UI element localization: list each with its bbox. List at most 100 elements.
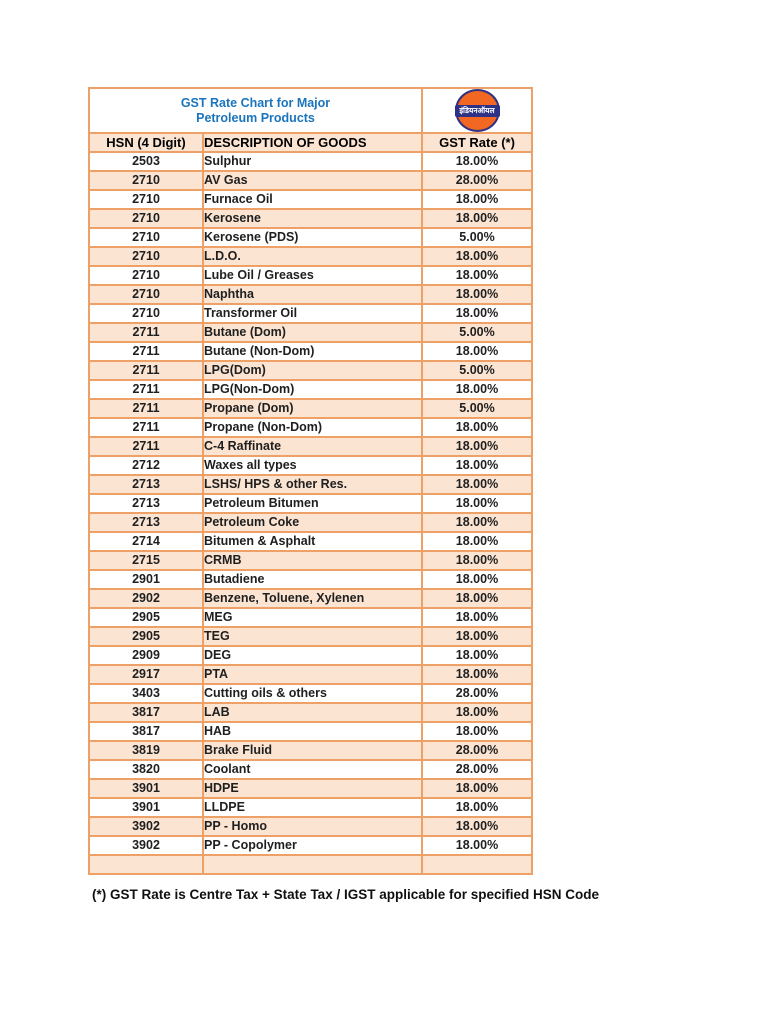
hsn-cell: 2901 bbox=[90, 571, 204, 590]
table-row: 2710 Transformer Oil 18.00% bbox=[90, 305, 533, 324]
hsn-cell: 2710 bbox=[90, 172, 204, 191]
description-cell: Propane (Non-Dom) bbox=[204, 419, 423, 438]
gst-rate-cell: 28.00% bbox=[423, 685, 533, 704]
description-cell: LAB bbox=[204, 704, 423, 723]
gst-rate-cell: 18.00% bbox=[423, 647, 533, 666]
hsn-cell: 2711 bbox=[90, 381, 204, 400]
gst-rate-cell: 18.00% bbox=[423, 457, 533, 476]
table-row: 2909 DEG 18.00% bbox=[90, 647, 533, 666]
description-cell: LPG(Dom) bbox=[204, 362, 423, 381]
hsn-cell: 3819 bbox=[90, 742, 204, 761]
gst-rate-cell: 5.00% bbox=[423, 362, 533, 381]
hsn-cell: 2711 bbox=[90, 400, 204, 419]
gst-rate-cell: 18.00% bbox=[423, 780, 533, 799]
hsn-cell bbox=[90, 856, 204, 875]
logo-wrap: इंडियनऑयल bbox=[423, 89, 531, 132]
description-cell: LSHS/ HPS & other Res. bbox=[204, 476, 423, 495]
gst-rate-cell: 18.00% bbox=[423, 552, 533, 571]
description-cell: TEG bbox=[204, 628, 423, 647]
gst-rate-cell: 18.00% bbox=[423, 818, 533, 837]
hsn-cell: 2710 bbox=[90, 248, 204, 267]
description-cell: Brake Fluid bbox=[204, 742, 423, 761]
table-row: 3901 HDPE 18.00% bbox=[90, 780, 533, 799]
table-row: 2710 Naphtha 18.00% bbox=[90, 286, 533, 305]
blank-row bbox=[90, 856, 533, 875]
table-row: 2711 LPG(Non-Dom) 18.00% bbox=[90, 381, 533, 400]
description-cell: CRMB bbox=[204, 552, 423, 571]
gst-rate-cell: 18.00% bbox=[423, 438, 533, 457]
description-cell: Petroleum Bitumen bbox=[204, 495, 423, 514]
description-cell: Petroleum Coke bbox=[204, 514, 423, 533]
hsn-cell: 2713 bbox=[90, 514, 204, 533]
description-cell: Transformer Oil bbox=[204, 305, 423, 324]
hsn-cell: 2711 bbox=[90, 419, 204, 438]
table-row: 3902 PP - Homo 18.00% bbox=[90, 818, 533, 837]
table-row: 2905 TEG 18.00% bbox=[90, 628, 533, 647]
hsn-cell: 2902 bbox=[90, 590, 204, 609]
gst-rate-cell: 18.00% bbox=[423, 628, 533, 647]
table-row: 2711 Propane (Dom) 5.00% bbox=[90, 400, 533, 419]
description-cell: Waxes all types bbox=[204, 457, 423, 476]
logo-cell: इंडियनऑयल bbox=[423, 89, 533, 134]
gst-rate-cell: 18.00% bbox=[423, 153, 533, 172]
table-row: 3819 Brake Fluid 28.00% bbox=[90, 742, 533, 761]
gst-rate-cell: 5.00% bbox=[423, 400, 533, 419]
description-cell: C-4 Raffinate bbox=[204, 438, 423, 457]
table-row: 2902 Benzene, Toluene, Xylenen 18.00% bbox=[90, 590, 533, 609]
table-row: 2710 Lube Oil / Greases 18.00% bbox=[90, 267, 533, 286]
gst-rate-cell: 18.00% bbox=[423, 210, 533, 229]
table-header-row: HSN (4 Digit) DESCRIPTION OF GOODS GST R… bbox=[90, 134, 533, 153]
table-row: 2917 PTA 18.00% bbox=[90, 666, 533, 685]
table-row: 2712 Waxes all types 18.00% bbox=[90, 457, 533, 476]
gst-rate-cell: 18.00% bbox=[423, 343, 533, 362]
gst-rate-cell: 18.00% bbox=[423, 837, 533, 856]
hsn-cell: 3901 bbox=[90, 799, 204, 818]
table-row: 2710 L.D.O. 18.00% bbox=[90, 248, 533, 267]
table-row: 2714 Bitumen & Asphalt 18.00% bbox=[90, 533, 533, 552]
description-cell: Naphtha bbox=[204, 286, 423, 305]
description-cell: Lube Oil / Greases bbox=[204, 267, 423, 286]
gst-rate-cell: 18.00% bbox=[423, 381, 533, 400]
gst-rate-cell: 28.00% bbox=[423, 742, 533, 761]
gst-rate-cell: 18.00% bbox=[423, 609, 533, 628]
hsn-cell: 2711 bbox=[90, 324, 204, 343]
description-cell: AV Gas bbox=[204, 172, 423, 191]
gst-rate-cell: 18.00% bbox=[423, 248, 533, 267]
description-cell: PP - Homo bbox=[204, 818, 423, 837]
table-row: 2901 Butadiene 18.00% bbox=[90, 571, 533, 590]
description-cell: Coolant bbox=[204, 761, 423, 780]
hsn-cell: 2712 bbox=[90, 457, 204, 476]
table-row: 3817 HAB 18.00% bbox=[90, 723, 533, 742]
description-cell: Kerosene (PDS) bbox=[204, 229, 423, 248]
description-cell: LLDPE bbox=[204, 799, 423, 818]
table-row: 3403 Cutting oils & others 28.00% bbox=[90, 685, 533, 704]
gst-rate-cell: 28.00% bbox=[423, 761, 533, 780]
description-cell: Sulphur bbox=[204, 153, 423, 172]
hsn-cell: 2713 bbox=[90, 476, 204, 495]
table-row: 2711 Butane (Non-Dom) 18.00% bbox=[90, 343, 533, 362]
table-row: 2710 Kerosene 18.00% bbox=[90, 210, 533, 229]
table-row: 2713 Petroleum Bitumen 18.00% bbox=[90, 495, 533, 514]
hsn-cell: 2710 bbox=[90, 229, 204, 248]
hsn-cell: 3902 bbox=[90, 837, 204, 856]
indianoil-logo-icon: इंडियनऑयल bbox=[454, 89, 500, 132]
table-row: 2711 LPG(Dom) 5.00% bbox=[90, 362, 533, 381]
description-cell: DEG bbox=[204, 647, 423, 666]
table-row: 2905 MEG 18.00% bbox=[90, 609, 533, 628]
col-header-description: DESCRIPTION OF GOODS bbox=[204, 134, 423, 153]
table-row: 2710 AV Gas 28.00% bbox=[90, 172, 533, 191]
table-row: 2711 C-4 Raffinate 18.00% bbox=[90, 438, 533, 457]
description-cell: PP - Copolymer bbox=[204, 837, 423, 856]
gst-rate-cell: 18.00% bbox=[423, 704, 533, 723]
hsn-cell: 3901 bbox=[90, 780, 204, 799]
gst-rate-cell: 18.00% bbox=[423, 267, 533, 286]
table-row: 2503 Sulphur 18.00% bbox=[90, 153, 533, 172]
hsn-cell: 2711 bbox=[90, 438, 204, 457]
hsn-cell: 2710 bbox=[90, 191, 204, 210]
gst-rate-cell: 18.00% bbox=[423, 305, 533, 324]
gst-rate-cell: 18.00% bbox=[423, 476, 533, 495]
hsn-cell: 3902 bbox=[90, 818, 204, 837]
footnote: (*) GST Rate is Centre Tax + State Tax /… bbox=[92, 887, 600, 902]
gst-rate-cell: 18.00% bbox=[423, 191, 533, 210]
page-title-line1: GST Rate Chart for Major bbox=[180, 95, 331, 110]
